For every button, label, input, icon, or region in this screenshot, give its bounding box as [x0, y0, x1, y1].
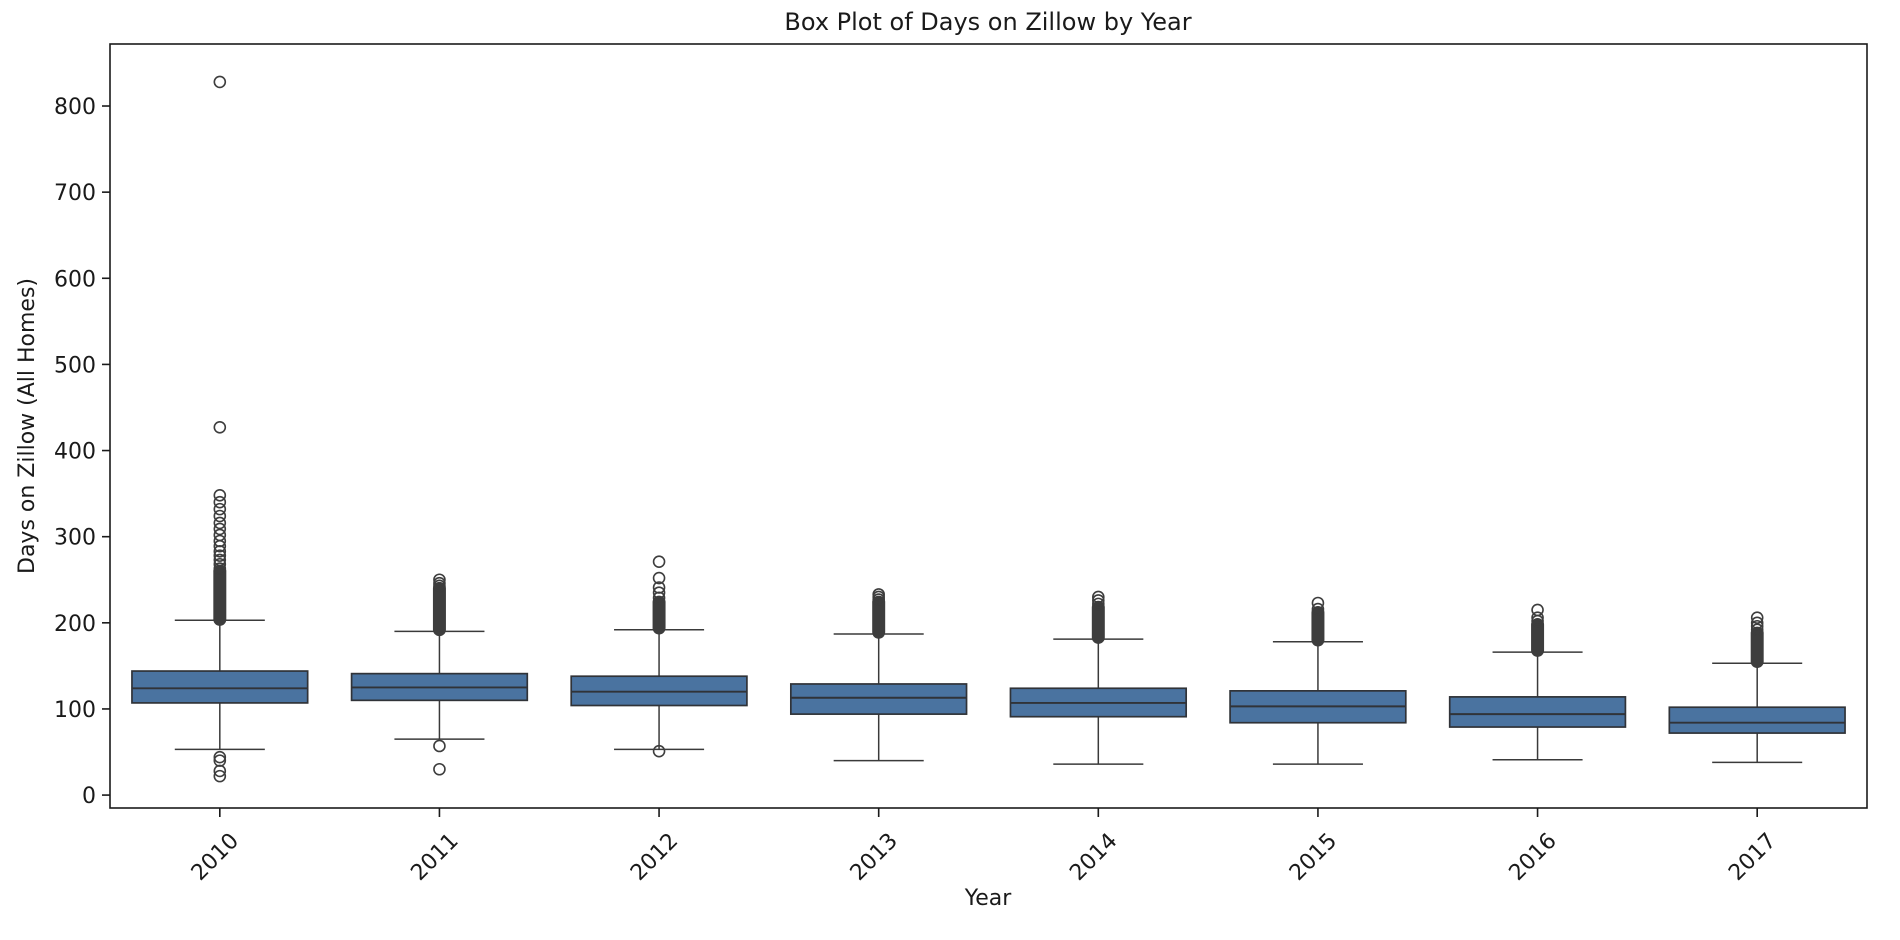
iqr-box: [1448, 696, 1627, 728]
y-tick-label: 600: [54, 267, 96, 292]
outlier-point: [433, 762, 446, 776]
box-group-2017: [1668, 611, 1846, 764]
y-axis-label: Days on Zillow (All Homes): [15, 278, 40, 574]
y-tick-label: 700: [54, 181, 96, 206]
outlier-point: [1311, 602, 1325, 616]
iqr-box: [789, 683, 968, 715]
x-axis-label: Year: [964, 886, 1013, 911]
x-tick-label: 2011: [406, 829, 463, 886]
box-group-2014: [1009, 590, 1188, 765]
outlier-point: [213, 502, 227, 516]
outlier-point: [652, 744, 666, 758]
outlier-point: [213, 516, 227, 530]
axis-ticks: 0 100 200 300 400 500 600 700 800 2010 2011 2012 201…: [54, 95, 1781, 886]
x-tick-label: 2012: [626, 829, 683, 886]
box-group-2012: [570, 555, 748, 758]
iqr-box: [131, 670, 309, 704]
iqr-box: [1668, 706, 1846, 734]
outlier-point: [213, 522, 227, 536]
outlier-point: [652, 586, 666, 599]
x-tick-label: 2010: [187, 829, 244, 886]
y-tick-label: 100: [54, 698, 96, 723]
outlier-point: [213, 764, 227, 778]
outlier-point: [652, 581, 666, 594]
y-tick-label: 800: [54, 95, 96, 120]
outlier-point: [652, 555, 666, 568]
outlier-point: [1092, 594, 1105, 607]
y-tick-label: 400: [54, 440, 96, 465]
y-tick-label: 200: [54, 612, 96, 637]
box-group-2011: [350, 573, 529, 776]
outlier-point: [1750, 616, 1764, 630]
outlier-point: [213, 489, 227, 502]
outlier-point: [213, 528, 227, 542]
x-tick-label: 2014: [1065, 829, 1122, 886]
x-tick-label: 2017: [1724, 829, 1781, 886]
outlier-point: [652, 571, 666, 585]
outlier-point: [213, 495, 227, 509]
outlier-point: [1311, 596, 1325, 610]
box-group-2013: [789, 588, 968, 762]
outlier-point: [872, 588, 885, 601]
x-tick-label: 2015: [1285, 829, 1342, 886]
outlier-point: [1750, 611, 1764, 624]
chart-title: Box Plot of Days on Zillow by Year: [784, 8, 1191, 36]
x-tick-label: 2016: [1505, 829, 1562, 886]
y-tick-label: 0: [82, 784, 96, 809]
outlier-point: [213, 557, 227, 571]
outlier-point: [1092, 597, 1105, 611]
boxes: [131, 75, 1846, 783]
outlier-point: [213, 549, 227, 562]
box-group-2015: [1229, 596, 1407, 765]
outlier-point: [1750, 623, 1764, 637]
outlier-point: [1531, 603, 1544, 617]
outlier-point: [213, 562, 227, 575]
outlier-point: [213, 509, 227, 523]
outlier-point: [433, 573, 446, 587]
outlier-point: [213, 769, 227, 783]
outlier-point: [213, 534, 227, 548]
outlier-point: [213, 553, 227, 567]
box-group-2016: [1448, 603, 1627, 761]
y-tick-label: 300: [54, 526, 96, 551]
outlier-point: [1750, 619, 1764, 633]
outlier-point: [433, 739, 446, 753]
box-group-2010: [131, 75, 309, 783]
outlier-point: [1092, 590, 1105, 604]
outlier-point: [213, 750, 227, 764]
plot-frame: [109, 43, 1868, 809]
outlier-point: [213, 75, 227, 89]
outlier-point: [433, 576, 446, 590]
outlier-point: [213, 420, 227, 434]
y-tick-label: 500: [54, 353, 96, 378]
x-tick-label: 2013: [846, 829, 903, 886]
outlier-point: [1531, 611, 1544, 624]
